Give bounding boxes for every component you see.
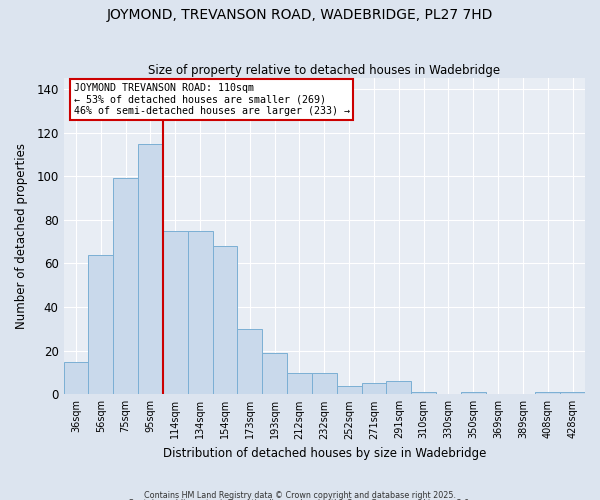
Bar bbox=[337, 386, 362, 394]
Bar bbox=[113, 178, 138, 394]
Bar bbox=[287, 372, 312, 394]
Bar bbox=[312, 372, 337, 394]
Bar bbox=[262, 353, 287, 395]
X-axis label: Distribution of detached houses by size in Wadebridge: Distribution of detached houses by size … bbox=[163, 447, 486, 460]
Bar bbox=[88, 255, 113, 394]
Bar bbox=[560, 392, 585, 394]
Text: JOYMOND, TREVANSON ROAD, WADEBRIDGE, PL27 7HD: JOYMOND, TREVANSON ROAD, WADEBRIDGE, PL2… bbox=[107, 8, 493, 22]
Bar bbox=[64, 362, 88, 394]
Text: Contains HM Land Registry data © Crown copyright and database right 2025.: Contains HM Land Registry data © Crown c… bbox=[144, 490, 456, 500]
Y-axis label: Number of detached properties: Number of detached properties bbox=[15, 143, 28, 329]
Bar bbox=[461, 392, 485, 394]
Text: Contains public sector information licensed under the Open Government Licence 3.: Contains public sector information licen… bbox=[128, 499, 472, 500]
Bar bbox=[212, 246, 238, 394]
Title: Size of property relative to detached houses in Wadebridge: Size of property relative to detached ho… bbox=[148, 64, 500, 77]
Text: JOYMOND TREVANSON ROAD: 110sqm
← 53% of detached houses are smaller (269)
46% of: JOYMOND TREVANSON ROAD: 110sqm ← 53% of … bbox=[74, 83, 350, 116]
Bar bbox=[238, 329, 262, 394]
Bar bbox=[188, 231, 212, 394]
Bar bbox=[138, 144, 163, 394]
Bar bbox=[411, 392, 436, 394]
Bar bbox=[386, 381, 411, 394]
Bar bbox=[362, 384, 386, 394]
Bar bbox=[535, 392, 560, 394]
Bar bbox=[163, 231, 188, 394]
